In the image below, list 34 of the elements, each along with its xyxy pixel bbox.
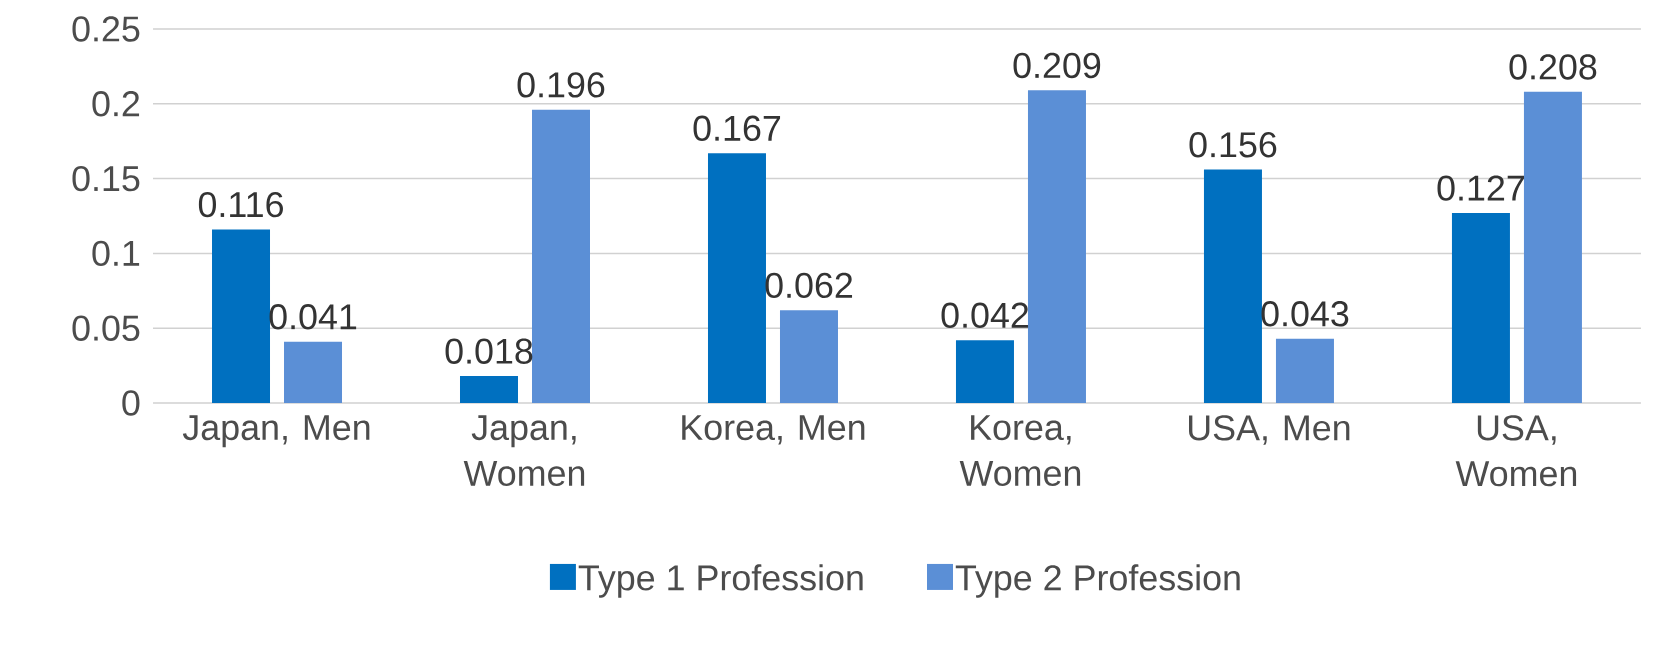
data-label: 0.116 — [198, 191, 283, 218]
y-tick-label: 0.05 — [72, 315, 140, 341]
bar — [1203, 169, 1262, 403]
bar — [955, 340, 1014, 403]
legend-label: Type 1 Profession — [578, 564, 863, 598]
x-tick-label: USA, Men — [1189, 415, 1350, 445]
data-label: 0.156 — [1189, 132, 1277, 158]
y-tick-label: 0.1 — [92, 240, 140, 267]
bar — [707, 153, 766, 403]
y-tick-label: 0.2 — [92, 91, 140, 117]
x-tick-label: Korea, Men — [682, 415, 865, 445]
bar — [460, 376, 518, 403]
x-tick-label: USA, Women — [1455, 415, 1577, 487]
x-tick-label: Korea, Women — [959, 415, 1081, 486]
y-tick-label: 0 — [122, 390, 140, 416]
bar — [284, 341, 343, 403]
data-label: 0.127 — [1437, 175, 1525, 201]
bar — [1523, 91, 1582, 403]
data-label: 0.167 — [693, 115, 781, 141]
data-label: 0.208 — [1509, 54, 1597, 80]
legend-label: Type 2 Profession — [955, 564, 1240, 598]
y-tick-label: 0.15 — [72, 165, 140, 192]
bar — [1027, 90, 1086, 403]
bar — [532, 109, 590, 403]
x-tick-label: Japan, Women — [463, 415, 585, 486]
data-label: 0.209 — [1013, 52, 1101, 79]
bar — [212, 229, 271, 403]
data-label: 0.042 — [941, 302, 1029, 328]
bar — [1451, 212, 1510, 403]
y-tick-label: 0.25 — [72, 16, 140, 42]
bar — [1275, 338, 1334, 403]
data-label: 0.196 — [517, 72, 605, 98]
x-tick-label: Japan, Men — [182, 415, 370, 448]
bar — [779, 310, 838, 403]
